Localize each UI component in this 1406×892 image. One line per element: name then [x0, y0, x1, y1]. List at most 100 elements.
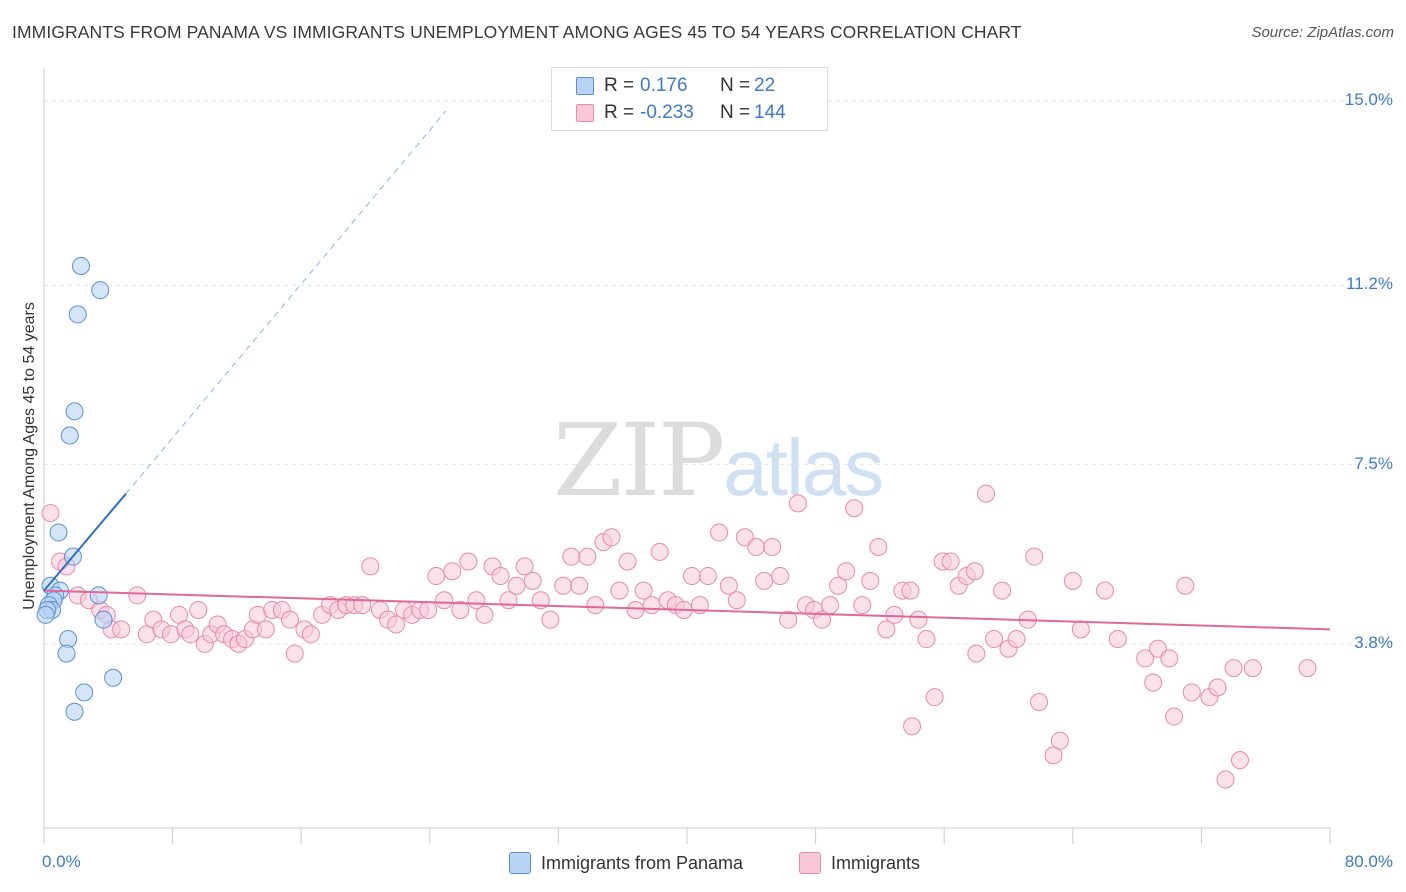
immigrants-point — [1108, 630, 1127, 649]
immigrants-point — [967, 644, 986, 663]
immigrants-point — [1216, 770, 1235, 789]
immigrants-point — [941, 552, 960, 571]
source-credit: Source: ZipAtlas.com — [1251, 24, 1394, 41]
immigrants-point — [507, 576, 526, 595]
immigrants-point — [1030, 693, 1049, 712]
panama-point — [49, 523, 68, 542]
immigrants-point — [985, 630, 1004, 649]
immigrants-point — [1071, 620, 1090, 639]
immigrants-point — [523, 571, 542, 590]
immigrants-point — [719, 576, 738, 595]
immigrants-point — [361, 557, 380, 576]
y-axis-label: Unemployment Among Ages 45 to 54 years — [21, 302, 38, 610]
immigrants-point — [837, 562, 856, 581]
legend-swatch-panama — [576, 77, 594, 95]
y-tick-label: 3.8% — [1354, 632, 1393, 652]
immigrants-trend-line — [43, 589, 1331, 631]
watermark: ZIPatlas — [553, 402, 884, 519]
immigrants-point — [285, 644, 304, 663]
immigrants-point — [570, 576, 589, 595]
bottom-legend-label-immigrants: Immigrants — [831, 852, 921, 873]
immigrants-point — [885, 605, 904, 624]
panama-point — [68, 305, 87, 324]
immigrants-point — [610, 581, 629, 600]
panama-point — [89, 586, 108, 605]
legend-r-label: R = — [604, 75, 635, 96]
chart-title: IMMIGRANTS FROM PANAMA VS IMMIGRANTS UNE… — [12, 22, 1022, 42]
immigrants-points — [41, 484, 1317, 789]
gridlines — [44, 100, 1386, 645]
immigrants-point — [909, 610, 928, 629]
immigrants-point — [419, 600, 438, 619]
legend-n-label: N = — [720, 102, 751, 123]
panama-point — [57, 644, 76, 663]
immigrants-point — [541, 610, 560, 629]
bottom-legend-swatch-immigrants — [799, 852, 821, 874]
immigrants-point — [779, 610, 798, 629]
immigrants-point — [427, 567, 446, 586]
bottom-legend-panama: Immigrants from Panama — [509, 852, 743, 874]
legend-n-label: N = — [720, 75, 751, 96]
immigrants-point — [903, 717, 922, 736]
immigrants-point — [602, 528, 621, 547]
immigrants-point — [747, 537, 766, 556]
immigrants-point — [1224, 659, 1243, 678]
immigrants-point — [710, 523, 729, 542]
immigrants-point — [698, 567, 717, 586]
immigrants-point — [475, 605, 494, 624]
immigrants-point — [618, 552, 637, 571]
immigrants-point — [181, 625, 200, 644]
immigrants-point — [1182, 683, 1201, 702]
immigrants-point — [821, 596, 840, 615]
immigrants-point — [128, 586, 147, 605]
x-tick-label: 80.0% — [1344, 852, 1393, 871]
immigrants-point — [578, 547, 597, 566]
immigrants-point — [634, 581, 653, 600]
immigrants-point — [829, 576, 848, 595]
legend-n-value: 144 — [754, 102, 786, 123]
immigrants-point — [877, 620, 896, 639]
panama-point — [65, 702, 84, 721]
immigrants-point — [1208, 678, 1227, 697]
immigrants-point — [1160, 649, 1179, 668]
correlation-legend: R = 0.176 N = 22 R = -0.233 N = 144 — [551, 67, 828, 131]
legend-row-panama: R = 0.176 N = 22 — [576, 74, 775, 98]
immigrants-point — [626, 600, 645, 619]
immigrants-point — [976, 484, 995, 503]
immigrants-point — [586, 596, 605, 615]
immigrants-point — [771, 567, 790, 586]
immigrants-point — [813, 610, 832, 629]
immigrants-point — [917, 630, 936, 649]
trend-lines — [43, 110, 1331, 631]
immigrants-point — [459, 552, 478, 571]
immigrants-point — [993, 581, 1012, 600]
immigrants-point — [491, 567, 510, 586]
immigrants-point — [301, 625, 320, 644]
immigrants-point — [925, 688, 944, 707]
panama-point — [91, 281, 110, 300]
immigrants-point — [280, 610, 299, 629]
immigrants-point — [451, 600, 470, 619]
watermark-zip: ZIP — [553, 402, 725, 519]
immigrants-point — [727, 591, 746, 610]
immigrants-point — [189, 600, 208, 619]
panama-points — [36, 256, 123, 721]
immigrants-point — [853, 596, 872, 615]
immigrants-point — [965, 562, 984, 581]
bottom-legend-label-panama: Immigrants from Panama — [541, 852, 744, 873]
immigrants-point — [515, 557, 534, 576]
panama-point — [36, 605, 55, 624]
bottom-legend-swatch-panama — [509, 852, 531, 874]
immigrants-point — [554, 576, 573, 595]
immigrants-point — [1050, 731, 1069, 750]
panama-point — [65, 402, 84, 421]
immigrants-point — [869, 537, 888, 556]
immigrants-point — [1095, 581, 1114, 600]
panama-point — [94, 610, 113, 629]
immigrants-point — [642, 596, 661, 615]
immigrants-point — [845, 499, 864, 518]
y-tick-label: 11.2% — [1346, 274, 1393, 294]
legend-r-value: -0.233 — [640, 102, 694, 123]
y-tick-label: 15.0% — [1344, 90, 1393, 110]
